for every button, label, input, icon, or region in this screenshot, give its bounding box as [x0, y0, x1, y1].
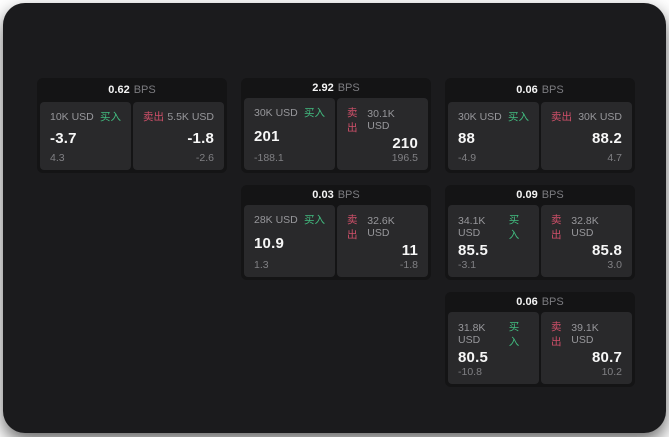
sell-panel[interactable]: 卖出 39.1K USD 80.7 10.2 [541, 312, 632, 384]
buy-panel[interactable]: 34.1K USD 买入 85.5 -3.1 [448, 205, 539, 277]
bps-header: 0.06 BPS [445, 78, 635, 102]
quote-card: 2.92 BPS 30K USD 买入 201 -188.1 卖出 30.1K … [241, 78, 431, 173]
quote-body: 34.1K USD 买入 85.5 -3.1 卖出 32.8K USD 85.8… [445, 205, 635, 280]
sell-delta: 196.5 [391, 152, 418, 164]
buy-amount: 30K USD [254, 106, 298, 119]
buy-price: -3.7 [50, 129, 77, 147]
buy-panel[interactable]: 10K USD 买入 -3.7 4.3 [40, 102, 131, 170]
buy-panel[interactable]: 31.8K USD 买入 80.5 -10.8 [448, 312, 539, 384]
sell-panel[interactable]: 卖出 32.8K USD 85.8 3.0 [541, 205, 632, 277]
buy-side-label: 买入 [508, 111, 529, 123]
buy-side-label: 买入 [304, 107, 325, 119]
trading-panel: 0.62 BPS 10K USD 买入 -3.7 4.3 卖出 5.5K USD [3, 3, 666, 433]
sell-amount: 5.5K USD [167, 110, 214, 123]
quote-body: 28K USD 买入 10.9 1.3 卖出 32.6K USD 11 -1.8 [241, 205, 431, 280]
buy-side-label: 买入 [508, 321, 520, 348]
sell-delta: 10.2 [601, 366, 622, 378]
quote-grid: 0.62 BPS 10K USD 买入 -3.7 4.3 卖出 5.5K USD [37, 78, 635, 387]
sell-delta: 3.0 [607, 259, 622, 271]
bps-value: 0.06 [516, 84, 538, 96]
buy-amount: 10K USD [50, 110, 94, 123]
bps-header: 0.03 BPS [241, 185, 431, 205]
sell-delta: -1.8 [399, 259, 418, 271]
buy-price: 80.5 [458, 349, 488, 366]
quote-body: 30K USD 买入 88 -4.9 卖出 30K USD 88.2 4.7 [445, 102, 635, 173]
sell-amount: 39.1K USD [571, 322, 599, 346]
buy-panel[interactable]: 30K USD 买入 88 -4.9 [448, 102, 539, 170]
buy-price: 85.5 [458, 242, 488, 259]
quote-body: 10K USD 买入 -3.7 4.3 卖出 5.5K USD -1.8 -2.… [37, 102, 227, 173]
buy-panel[interactable]: 28K USD 买入 10.9 1.3 [244, 205, 335, 277]
sell-side-label: 卖出 [551, 111, 572, 123]
quote-card: 0.03 BPS 28K USD 买入 10.9 1.3 卖出 32.6K US… [241, 185, 431, 280]
bps-value: 0.03 [312, 189, 334, 201]
buy-amount: 34.1K USD [458, 215, 486, 239]
sell-side-label: 卖出 [347, 107, 358, 134]
bps-unit-label: BPS [541, 84, 564, 96]
buy-delta: -10.8 [458, 366, 482, 378]
sell-amount: 30K USD [578, 110, 622, 123]
buy-delta: -3.1 [458, 259, 477, 271]
bps-value: 0.09 [516, 189, 538, 201]
buy-amount: 28K USD [254, 213, 298, 226]
sell-delta: 4.7 [607, 152, 622, 164]
sell-side-label: 卖出 [143, 111, 164, 123]
bps-header: 0.06 BPS [445, 292, 635, 312]
sell-side-label: 卖出 [551, 214, 562, 241]
sell-amount: 30.1K USD [367, 108, 395, 132]
sell-panel[interactable]: 卖出 30K USD 88.2 4.7 [541, 102, 632, 170]
bps-unit-label: BPS [337, 189, 360, 201]
bps-header: 2.92 BPS [241, 78, 431, 98]
sell-price: 210 [392, 135, 418, 152]
sell-side-label: 卖出 [347, 214, 358, 241]
bps-unit-label: BPS [133, 84, 156, 96]
quote-body: 31.8K USD 买入 80.5 -10.8 卖出 39.1K USD 80.… [445, 312, 635, 387]
sell-price: 11 [401, 242, 418, 259]
buy-price: 10.9 [254, 234, 284, 252]
bps-header: 0.09 BPS [445, 185, 635, 205]
quote-body: 30K USD 买入 201 -188.1 卖出 30.1K USD 210 1… [241, 98, 431, 173]
buy-delta: 4.3 [50, 152, 65, 164]
buy-side-label: 买入 [304, 214, 325, 226]
buy-amount: 31.8K USD [458, 322, 486, 346]
sell-price: 85.8 [592, 242, 622, 259]
sell-delta: -2.6 [195, 152, 214, 164]
quote-card: 0.62 BPS 10K USD 买入 -3.7 4.3 卖出 5.5K USD [37, 78, 227, 173]
sell-price: -1.8 [187, 129, 214, 147]
bps-value: 0.06 [516, 296, 538, 308]
buy-amount: 30K USD [458, 110, 502, 123]
quote-card: 0.06 BPS 30K USD 买入 88 -4.9 卖出 30K USD [445, 78, 635, 173]
bps-unit-label: BPS [541, 296, 564, 308]
sell-amount: 32.6K USD [367, 215, 395, 239]
sell-panel[interactable]: 卖出 32.6K USD 11 -1.8 [337, 205, 428, 277]
sell-price: 80.7 [592, 349, 622, 366]
quote-card: 0.06 BPS 31.8K USD 买入 80.5 -10.8 卖出 39.1… [445, 292, 635, 387]
sell-panel[interactable]: 卖出 5.5K USD -1.8 -2.6 [133, 102, 224, 170]
buy-price: 88 [458, 129, 476, 147]
bps-value: 0.62 [108, 84, 130, 96]
sell-amount: 32.8K USD [571, 215, 599, 239]
buy-side-label: 买入 [100, 111, 121, 123]
buy-side-label: 买入 [508, 214, 520, 241]
sell-price: 88.2 [592, 129, 622, 147]
buy-panel[interactable]: 30K USD 买入 201 -188.1 [244, 98, 335, 170]
buy-delta: -188.1 [254, 152, 284, 164]
buy-delta: 1.3 [254, 259, 269, 271]
sell-panel[interactable]: 卖出 30.1K USD 210 196.5 [337, 98, 428, 170]
bps-unit-label: BPS [337, 82, 360, 94]
quote-card: 0.09 BPS 34.1K USD 买入 85.5 -3.1 卖出 32.8K… [445, 185, 635, 280]
buy-price: 201 [254, 127, 280, 145]
bps-header: 0.62 BPS [37, 78, 227, 102]
buy-delta: -4.9 [458, 152, 477, 164]
bps-unit-label: BPS [541, 189, 564, 201]
sell-side-label: 卖出 [551, 321, 562, 348]
bps-value: 2.92 [312, 82, 334, 94]
